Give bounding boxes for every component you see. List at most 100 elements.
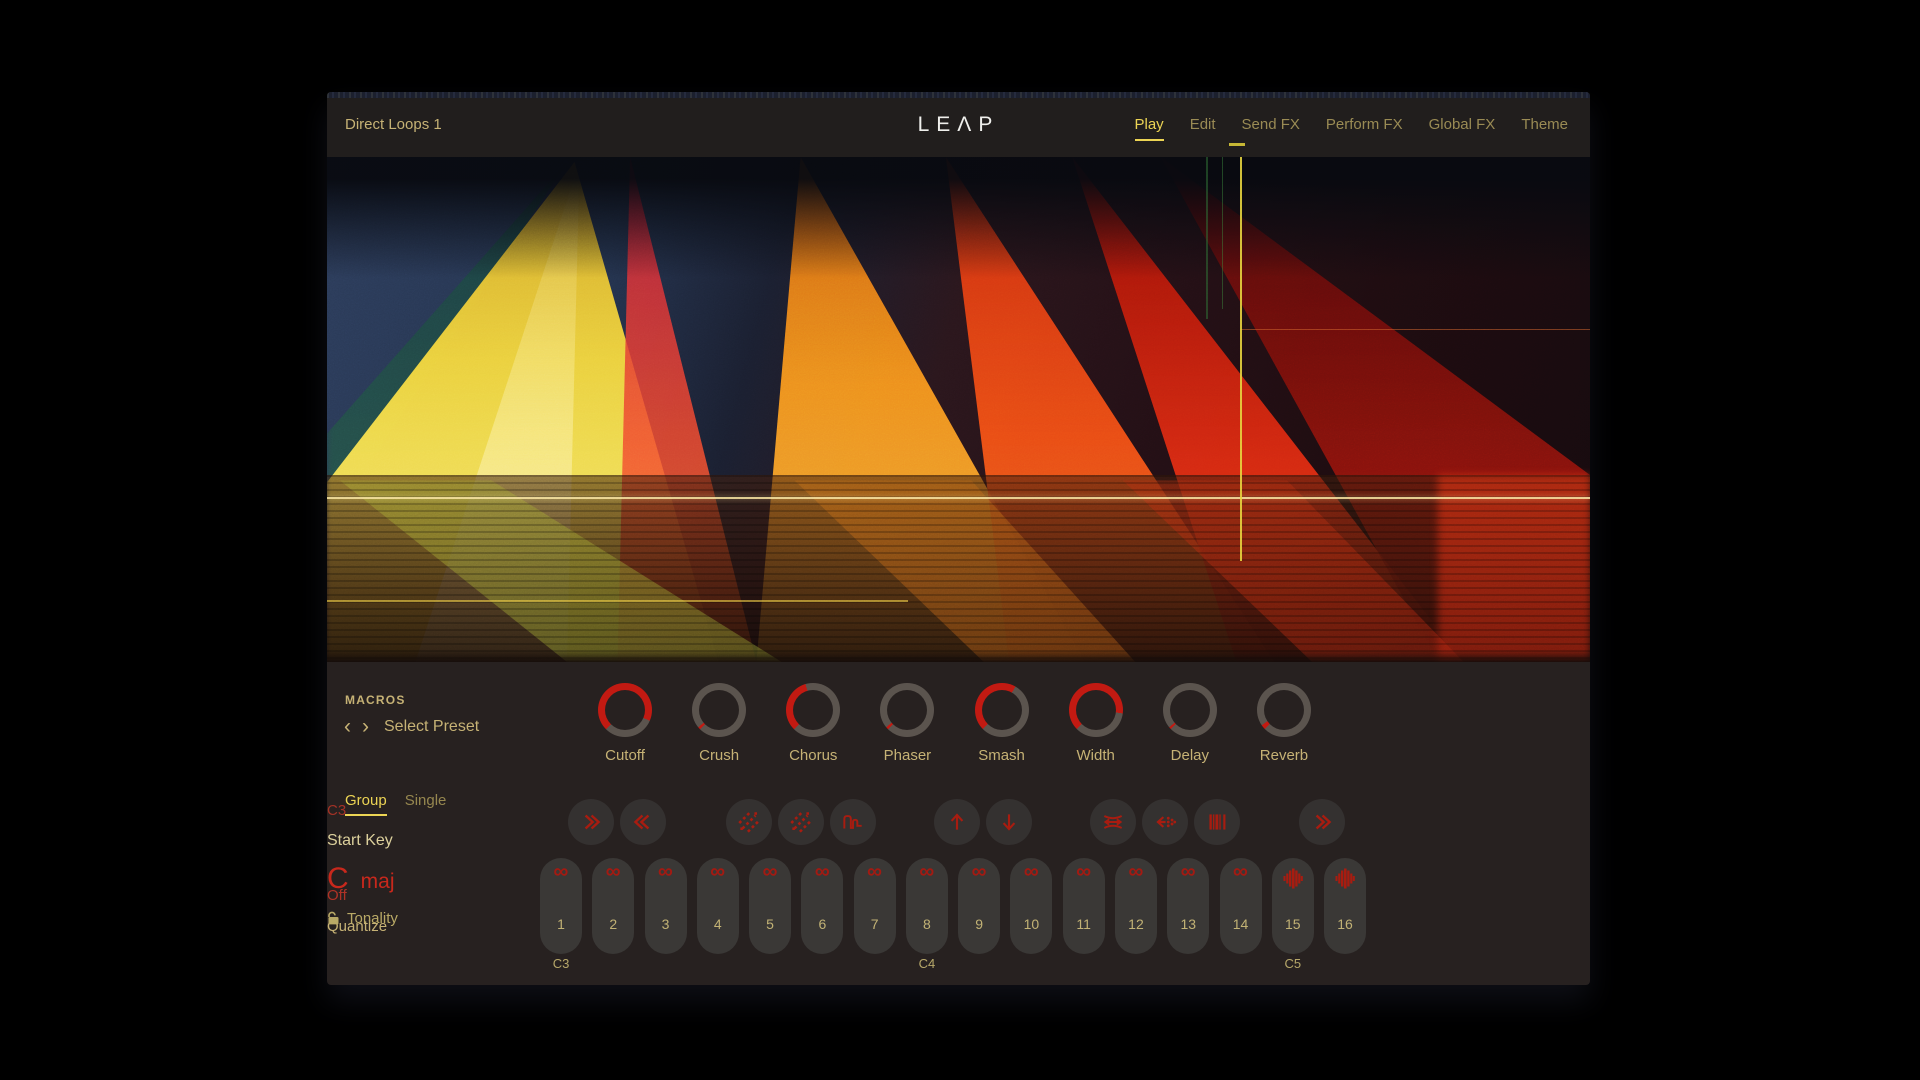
pad-number: 12 (1128, 916, 1144, 932)
macro-knob-width[interactable]: Width (1049, 683, 1143, 764)
key-root[interactable]: C (327, 862, 349, 895)
quantize-value[interactable]: Off (327, 887, 347, 904)
knob-ring[interactable] (786, 683, 841, 737)
pad-14[interactable]: ∞ 14 (1219, 858, 1262, 954)
artwork-grain (327, 157, 1590, 662)
fast-forward-button[interactable] (568, 799, 614, 845)
diagonal-hatch-icon (738, 811, 760, 833)
mode-tab-single[interactable]: Single (404, 792, 447, 809)
pad-number: 11 (1076, 916, 1091, 932)
macro-knob-smash[interactable]: Smash (955, 683, 1049, 764)
waveform-button[interactable] (830, 799, 876, 845)
preset-next-icon[interactable]: › (362, 715, 369, 738)
macro-knob-chorus[interactable]: Chorus (766, 683, 860, 764)
texture-a-button[interactable] (726, 799, 772, 845)
transpose-up-button[interactable] (934, 799, 980, 845)
pad-number: 13 (1180, 916, 1197, 932)
chevrons-right-icon (584, 814, 601, 830)
pad-number: 1 (557, 916, 565, 932)
knob-label: Width (1076, 747, 1115, 764)
nav-tab-theme[interactable]: Theme (1521, 116, 1568, 133)
lock-icon (328, 911, 339, 925)
time-stretch-button[interactable] (1090, 799, 1136, 845)
pad-15[interactable]: 15 (1271, 858, 1314, 954)
pad-8[interactable]: ∞ 8 (905, 858, 948, 954)
knob-ring[interactable] (1256, 683, 1311, 737)
pad-10[interactable]: ∞ 10 (1010, 858, 1053, 954)
tonality-toggle[interactable]: Tonality (327, 910, 567, 927)
octave-label-c5: C5 (1284, 956, 1302, 971)
diagonal-hatch-icon (790, 811, 812, 833)
pad-4[interactable]: ∞ 4 (696, 858, 739, 954)
advance-button[interactable] (1299, 799, 1345, 845)
pad-13[interactable]: ∞ 13 (1167, 858, 1210, 954)
leap-plugin-window: Direct Loops 1 LEΛP Play Edit Send FX Perfo… (327, 92, 1590, 985)
knob-ring[interactable] (1068, 683, 1123, 737)
pad-1[interactable]: ∞ 1 (540, 858, 582, 954)
nav-tab-edit[interactable]: Edit (1189, 116, 1216, 133)
pad-6[interactable]: ∞ 6 (801, 858, 844, 954)
macro-knob-reverb[interactable]: Reverb (1237, 683, 1331, 764)
pad-3[interactable]: ∞ 3 (644, 858, 687, 954)
mode-tab-group[interactable]: Group (345, 792, 387, 816)
octave-label-c3: C3 (552, 956, 570, 971)
select-preset-button[interactable]: Select Preset (384, 718, 480, 735)
nav-tab-perform-fx[interactable]: Perform FX (1325, 116, 1403, 133)
pattern-button[interactable] (1194, 799, 1240, 845)
macros-section-label: MACROS (345, 693, 406, 707)
chevrons-left-icon (633, 814, 650, 830)
key-scale[interactable]: maj (360, 870, 395, 893)
knob-label: Phaser (883, 747, 932, 764)
scatter-left-button[interactable] (1142, 799, 1188, 845)
time-stretch-icon (1103, 815, 1123, 829)
chevrons-right-icon (1315, 814, 1332, 830)
knob-ring[interactable] (692, 683, 747, 737)
pad-16[interactable]: 16 (1324, 858, 1367, 954)
knob-ring[interactable] (880, 683, 935, 737)
barcode-icon (1209, 814, 1226, 830)
rewind-button[interactable] (620, 799, 666, 845)
macro-knob-phaser[interactable]: Phaser (860, 683, 954, 764)
loop-icon: ∞ (867, 860, 883, 883)
loop-icon: ∞ (1076, 860, 1092, 883)
octave-label-c4: C4 (918, 956, 936, 971)
pad-number: 16 (1337, 916, 1353, 932)
glitch-dash (1229, 143, 1245, 146)
pad-number: 3 (661, 916, 670, 932)
macro-knob-cutoff[interactable]: Cutoff (578, 683, 672, 764)
mode-tabs: Group Single (345, 792, 446, 816)
knob-label: Cutoff (605, 747, 645, 764)
pad-number: 9 (975, 916, 984, 932)
artwork-bottom-fade (327, 650, 1590, 662)
pad-9[interactable]: ∞ 9 (958, 858, 1001, 954)
pad-5[interactable]: ∞ 5 (749, 858, 792, 954)
nav-tab-global-fx[interactable]: Global FX (1428, 116, 1496, 133)
loop-icon: ∞ (1233, 860, 1248, 883)
window-top-edge (327, 92, 1590, 98)
pad-number: 2 (609, 916, 618, 932)
pad-7[interactable]: ∞ 7 (853, 858, 896, 954)
transpose-down-button[interactable] (986, 799, 1032, 845)
pad-number: 5 (766, 916, 774, 932)
preset-prev-icon[interactable]: ‹ (344, 715, 351, 738)
knob-label: Smash (978, 747, 1025, 764)
knob-ring[interactable] (1162, 683, 1217, 737)
knob-ring[interactable] (974, 683, 1029, 737)
one-shot-icon (1283, 868, 1303, 889)
knob-ring[interactable] (598, 683, 652, 737)
start-key-value[interactable]: C3 (327, 802, 347, 819)
macro-knob-crush[interactable]: Crush (672, 683, 766, 764)
one-shot-icon (1335, 868, 1355, 889)
pad-number: 4 (713, 916, 722, 932)
knob-label: Chorus (789, 747, 838, 764)
nav-tab-send-fx[interactable]: Send FX (1241, 116, 1300, 133)
pad-12[interactable]: ∞ 12 (1114, 858, 1157, 954)
loop-icon: ∞ (605, 860, 621, 883)
tonality-label: Tonality (347, 910, 398, 927)
texture-b-button[interactable] (778, 799, 824, 845)
macro-knob-delay[interactable]: Delay (1143, 683, 1237, 764)
pad-11[interactable]: ∞ 11 (1062, 858, 1105, 954)
nav-tab-play[interactable]: Play (1134, 116, 1164, 141)
pad-2[interactable]: ∞ 2 (592, 858, 635, 954)
